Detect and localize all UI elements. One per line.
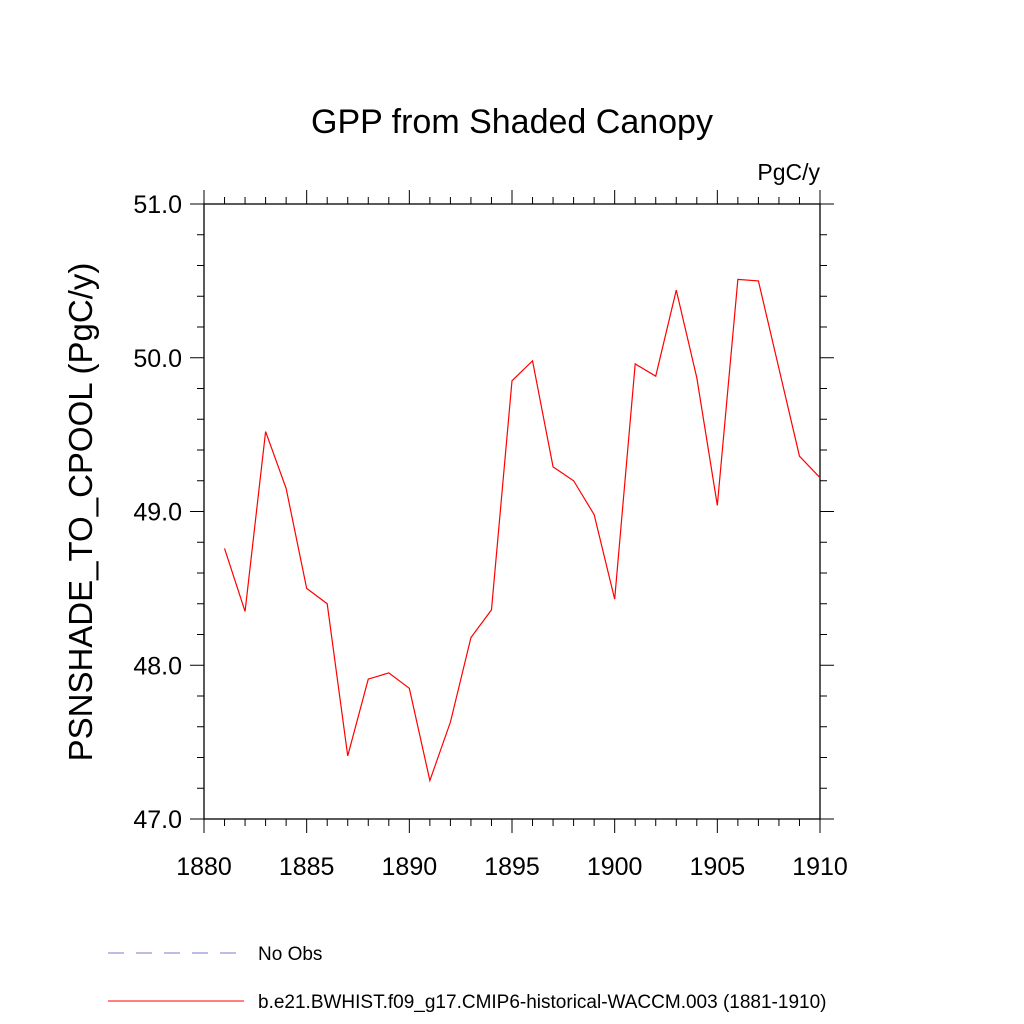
plot-frame bbox=[203, 203, 821, 820]
y-tick-label: 47.0 bbox=[133, 806, 182, 834]
y-tick-label: 48.0 bbox=[133, 652, 182, 680]
y-axis-label: PSNSHADE_TO_CPOOL (PgC/y) bbox=[62, 263, 99, 762]
y-tick-label: 49.0 bbox=[133, 499, 182, 527]
y-tick-label: 51.0 bbox=[133, 191, 182, 219]
x-tick-label: 1890 bbox=[382, 853, 438, 881]
x-tick-label: 1905 bbox=[690, 853, 746, 881]
series-line-1 bbox=[223, 278, 821, 783]
x-tick-label: 1885 bbox=[279, 853, 335, 881]
legend-label-1: b.e21.BWHIST.f09_g17.CMIP6-historical-WA… bbox=[258, 992, 826, 1013]
units-label: PgC/y bbox=[757, 159, 820, 185]
x-axis-ticks: 1880 1885 1890 1895 1900 1905 1910 bbox=[176, 190, 848, 881]
legend: No Obs b.e21.BWHIST.f09_g17.CMIP6-histori… bbox=[108, 944, 826, 1013]
x-tick-label: 1880 bbox=[176, 853, 232, 881]
y-tick-label: 50.0 bbox=[133, 345, 182, 373]
plot-border bbox=[203, 203, 821, 820]
legend-label-0: No Obs bbox=[258, 944, 322, 965]
y-axis-ticks: 47.0 48.0 49.0 50.0 51.0 bbox=[133, 191, 834, 834]
series-layer bbox=[223, 278, 821, 783]
x-tick-label: 1895 bbox=[484, 853, 540, 881]
chart-title: GPP from Shaded Canopy bbox=[311, 103, 713, 141]
x-tick-label: 1910 bbox=[792, 853, 848, 881]
x-tick-label: 1900 bbox=[587, 853, 643, 881]
